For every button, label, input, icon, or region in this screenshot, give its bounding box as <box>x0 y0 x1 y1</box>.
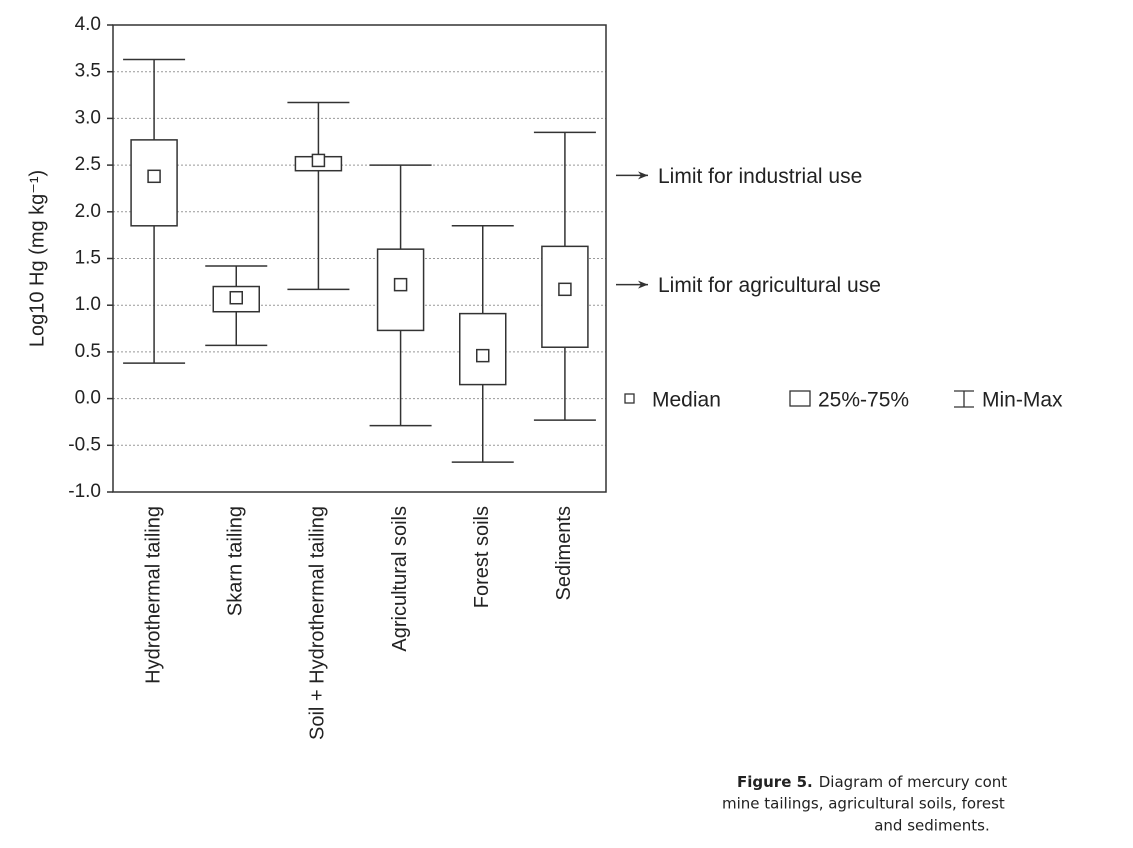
y-tick-label: 2.0 <box>75 201 101 222</box>
plot-frame <box>112 24 607 493</box>
median <box>476 348 490 363</box>
median <box>229 290 243 305</box>
x-tick-label: Soil + Hydrothermal tailing <box>307 506 329 740</box>
median <box>311 153 326 168</box>
legend-label: 25%-75% <box>818 389 909 412</box>
x-tick-label: Agricultural soils <box>389 506 411 652</box>
arrow-head <box>638 280 648 289</box>
box <box>541 245 589 348</box>
x-tick-label: Sediments <box>553 506 575 601</box>
y-tick-label: 2.5 <box>75 154 101 175</box>
y-tick-label: -1.0 <box>68 481 101 502</box>
y-tick-label: -0.5 <box>68 434 101 455</box>
y-tick-label: 3.5 <box>75 61 101 82</box>
median <box>147 169 161 184</box>
caption-text: Diagram of mercury cont <box>819 773 1008 791</box>
x-tick-label: Hydrothermal tailing <box>142 506 164 684</box>
legend-whisker-icon <box>954 390 974 408</box>
legend-median-icon <box>624 393 635 404</box>
legend-box-icon <box>789 390 811 407</box>
y-axis-label: Log10 Hg (mg kg⁻¹) <box>26 170 48 347</box>
y-tick-label: 3.0 <box>75 107 101 128</box>
caption-label: Figure 5. <box>737 773 813 791</box>
caption: mine tailings, agricultural soils, fores… <box>722 795 1005 813</box>
x-tick-label: Forest soils <box>471 506 493 608</box>
caption: Figure 5. Diagram of mercury cont <box>737 773 1007 791</box>
legend-label: Min-Max <box>982 389 1063 412</box>
median <box>393 277 408 292</box>
y-tick-label: 0.0 <box>75 388 101 409</box>
legend-label: Median <box>652 389 721 412</box>
median <box>558 282 572 297</box>
x-tick-label: Skarn tailing <box>225 506 247 616</box>
caption: and sediments. <box>874 817 990 835</box>
arrow-head <box>638 171 648 180</box>
y-tick-label: 0.5 <box>75 341 101 362</box>
y-tick-label: 4.0 <box>75 14 101 35</box>
y-tick-label: 1.0 <box>75 294 101 315</box>
y-tick-label: 1.5 <box>75 248 101 269</box>
annotation: Limit for industrial use <box>658 165 862 188</box>
annotation: Limit for agricultural use <box>658 274 881 297</box>
